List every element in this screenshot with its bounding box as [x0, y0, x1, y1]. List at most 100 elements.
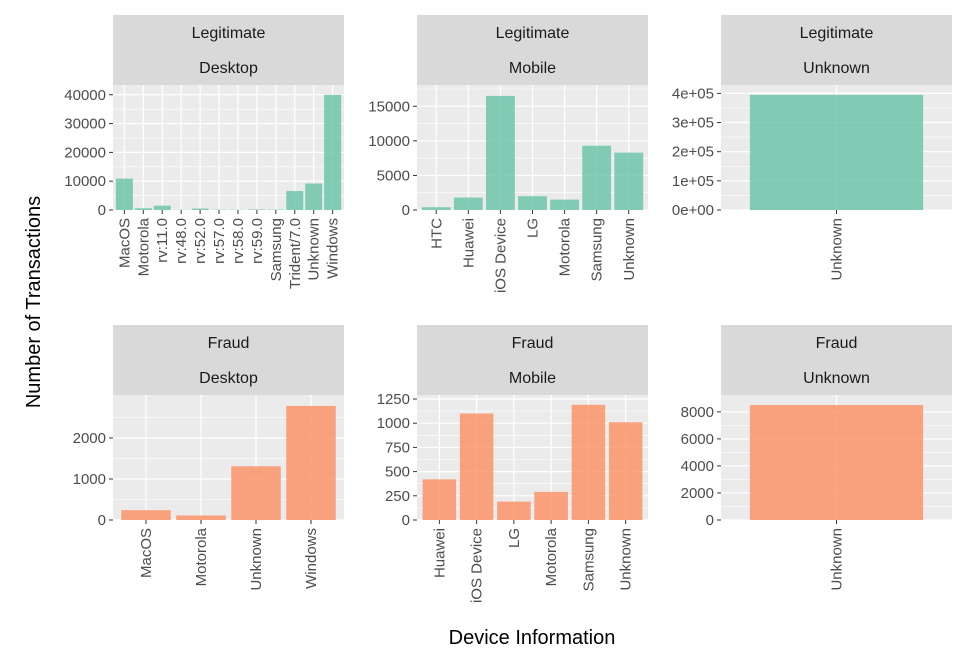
facet-strip-label: Legitimate	[192, 25, 266, 42]
x-tick-label: Huawei	[431, 528, 448, 578]
x-tick-label: Trident/7.0	[287, 218, 304, 289]
facet-strip-label: Legitimate	[496, 25, 570, 42]
x-tick-label: rv:11.0	[154, 218, 171, 263]
y-tick-label: 0	[402, 512, 410, 529]
y-tick-label: 0	[98, 202, 106, 219]
x-tick-label: Motorola	[135, 217, 152, 276]
bar	[749, 94, 924, 210]
bar	[324, 94, 342, 210]
y-tick-label: 250	[385, 488, 410, 505]
bar	[497, 501, 531, 520]
x-tick-label: Unknown	[618, 528, 635, 591]
facet-strip	[721, 360, 952, 395]
x-tick-label: Unknown	[248, 528, 265, 591]
y-tick-label: 0	[402, 202, 410, 219]
y-tick-label: 5000	[377, 167, 410, 184]
bar	[176, 515, 226, 520]
bar	[421, 207, 451, 210]
x-tick-label: Samsung	[268, 218, 285, 281]
x-tick-label: Samsung	[589, 218, 606, 281]
bar	[153, 205, 171, 210]
y-tick-label: 1000	[73, 471, 106, 488]
y-tick-label: 2000	[681, 485, 714, 502]
facet-strip	[417, 15, 648, 50]
y-tick-label: 0	[98, 512, 106, 529]
bar	[305, 183, 323, 210]
facet-strip	[113, 50, 344, 85]
y-tick-label: 3e+05	[672, 115, 714, 132]
bar	[422, 479, 457, 520]
y-tick-label: 40000	[64, 87, 106, 104]
bar	[582, 145, 612, 210]
facet-strip-label: Fraud	[208, 335, 250, 352]
bar	[134, 208, 152, 210]
x-tick-label: Motorola	[193, 527, 210, 586]
y-tick-label: 30000	[64, 116, 106, 133]
bar	[121, 510, 171, 520]
facet-panel: Fraud Mobile 0 250 500 750 1000 1250 Huawei iOS D…	[377, 325, 648, 603]
x-tick-label: Motorola	[543, 527, 560, 586]
bar	[608, 422, 643, 520]
facet-strip	[721, 325, 952, 360]
facet-strip	[721, 15, 952, 50]
facet-strip-label: Desktop	[199, 60, 258, 77]
y-tick-label: 500	[385, 464, 410, 481]
x-axis-title: Device Information	[449, 627, 616, 649]
bar	[749, 405, 924, 520]
facet-strip	[721, 50, 952, 85]
facet-strip-label: Mobile	[509, 370, 556, 387]
y-tick-label: 6000	[681, 431, 714, 448]
facet-strip	[113, 15, 344, 50]
facet-strip	[417, 50, 648, 85]
x-tick-label: rv:57.0	[211, 218, 228, 264]
facet-panel: Legitimate Mobile 0 5000 10000 15000 HTC Huawei…	[368, 15, 648, 293]
x-tick-label: Samsung	[580, 528, 597, 591]
y-tick-label: 8000	[681, 404, 714, 421]
bar	[286, 190, 304, 210]
x-tick-label: rv:59.0	[249, 218, 266, 264]
y-tick-label: 1e+05	[672, 173, 714, 190]
facet-strip-label: Desktop	[199, 370, 258, 387]
x-tick-label: LG	[506, 528, 523, 548]
y-tick-label: 1000	[377, 415, 410, 432]
x-tick-label: Unknown	[829, 528, 846, 591]
facet-strip-label: Fraud	[512, 335, 554, 352]
x-tick-label: Huawei	[460, 218, 477, 268]
x-tick-label: MacOS	[138, 528, 155, 578]
facet-strip-label: Fraud	[816, 335, 858, 352]
facet-strip	[417, 325, 648, 360]
bar	[534, 491, 568, 520]
facet-panel: Fraud Unknown 0 2000 4000 6000 8000 Unknown	[681, 325, 952, 591]
facet-strip	[417, 360, 648, 395]
y-tick-label: 0	[706, 512, 714, 529]
x-tick-label: HTC	[428, 218, 445, 249]
bar	[248, 209, 266, 210]
bar	[518, 196, 547, 210]
facet-strip	[113, 360, 344, 395]
x-tick-label: iOS Device	[469, 528, 486, 603]
y-tick-label: 750	[385, 439, 410, 456]
bar	[115, 178, 133, 210]
bar	[550, 199, 580, 210]
y-tick-label: 4000	[681, 458, 714, 475]
facet-strip-label: Legitimate	[800, 25, 874, 42]
y-tick-label: 1250	[377, 391, 410, 408]
x-tick-label: LG	[525, 218, 542, 238]
x-tick-label: Unknown	[621, 218, 638, 281]
y-tick-label: 20000	[64, 144, 106, 161]
y-tick-label: 2000	[73, 430, 106, 447]
x-tick-label: MacOS	[116, 218, 133, 268]
y-axis-title: Number of Transactions	[23, 196, 45, 408]
bar	[485, 95, 515, 210]
y-tick-label: 4e+05	[672, 85, 714, 102]
y-tick-label: 15000	[368, 98, 410, 115]
bar	[614, 152, 644, 210]
bar	[453, 197, 483, 210]
x-tick-label: rv:52.0	[192, 218, 209, 264]
bar	[459, 413, 494, 520]
facet-panel: Legitimate Unknown 0e+00 1e+05 2e+05 3e+05 4e+…	[672, 15, 952, 281]
y-tick-label: 0e+00	[672, 202, 714, 219]
x-tick-label: Windows	[303, 528, 320, 589]
x-tick-label: Motorola	[557, 217, 574, 276]
